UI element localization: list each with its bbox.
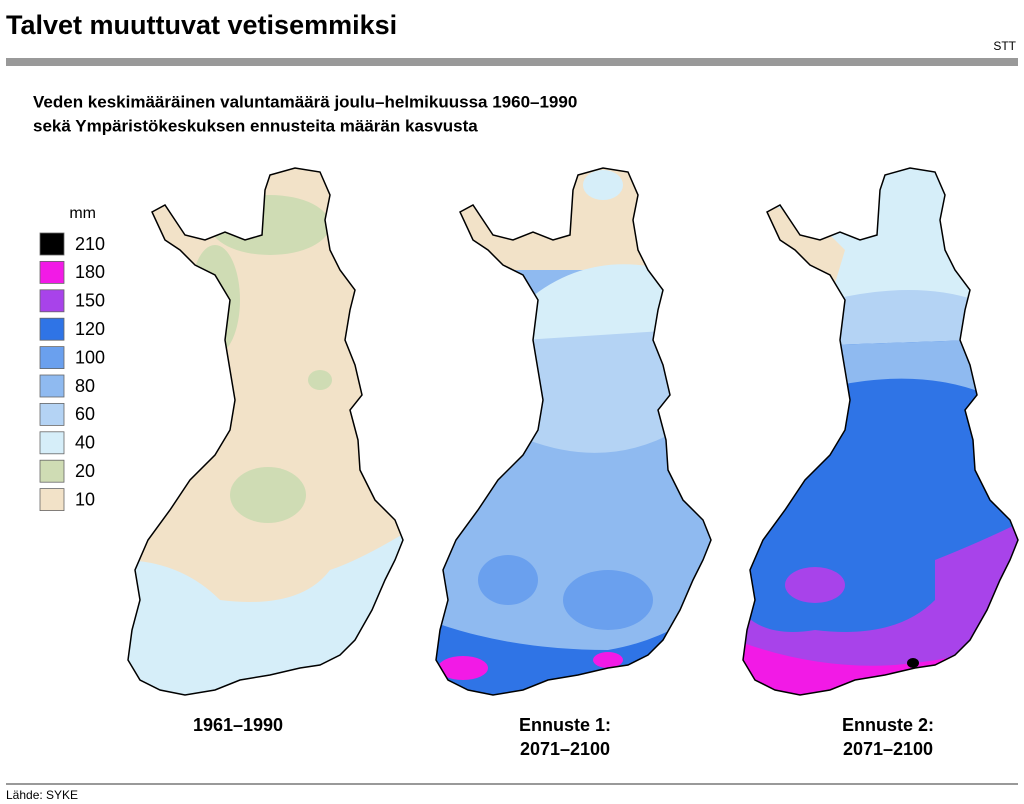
- zone: [785, 567, 845, 603]
- zone: [523, 330, 678, 453]
- legend-label: 10: [75, 489, 95, 509]
- zone: [743, 168, 1018, 300]
- legend-label: 20: [75, 461, 95, 481]
- zone: [830, 340, 975, 390]
- zone: [583, 170, 623, 200]
- map-caption: Ennuste 1:: [519, 715, 611, 735]
- agency: STT: [993, 39, 1016, 53]
- legend-swatch: [39, 346, 65, 370]
- legend-label: 40: [75, 433, 95, 453]
- zone: [563, 570, 653, 630]
- legend-swatch: [39, 402, 65, 426]
- legend-swatch: [39, 431, 65, 455]
- legend-label: 150: [75, 291, 105, 311]
- map: Ennuste 1: 2071–2100: [435, 167, 712, 759]
- legend-label: 120: [75, 319, 105, 339]
- legend-label: 180: [75, 262, 105, 282]
- legend-label: 100: [75, 347, 105, 367]
- legend-swatch: [39, 317, 65, 341]
- map: Ennuste 2: 2071–2100: [742, 167, 1019, 759]
- legend-swatch: [39, 232, 65, 256]
- legend-swatch: [39, 488, 65, 512]
- map-caption: 2071–2100: [520, 739, 610, 759]
- zone: [478, 555, 538, 605]
- zone: [308, 370, 332, 390]
- zone: [830, 290, 975, 345]
- title: Talvet muuttuvat vetisemmiksi: [6, 10, 397, 40]
- legend-label: 210: [75, 234, 105, 254]
- map-caption: 1961–1990: [193, 715, 283, 735]
- zone: [190, 245, 240, 355]
- zone: [210, 195, 330, 255]
- map-caption: 2071–2100: [843, 739, 933, 759]
- source: Lähde: SYKE: [6, 788, 78, 802]
- legend-swatch: [39, 374, 65, 398]
- subtitle: sekä Ympäristökeskuksen ennusteita määrä…: [33, 116, 478, 135]
- legend: 210 180 150 120 100 80 60 40 20 10: [39, 232, 105, 512]
- legend-swatch: [39, 289, 65, 313]
- footer-rule: [6, 783, 1018, 785]
- header-rule: [6, 58, 1018, 66]
- legend-label: 80: [75, 376, 95, 396]
- zone: [436, 168, 711, 270]
- zone: [230, 467, 306, 523]
- legend-label: 60: [75, 404, 95, 424]
- zone: [593, 652, 623, 668]
- zone: [907, 658, 919, 668]
- map: 1961–1990: [127, 167, 404, 735]
- legend-swatch: [39, 459, 65, 483]
- zone: [528, 264, 668, 340]
- subtitle: Veden keskimääräinen valuntamäärä joulu–…: [33, 92, 577, 111]
- legend-unit: mm: [69, 205, 96, 222]
- legend-swatch: [39, 260, 65, 284]
- zone: [438, 656, 488, 680]
- map-caption: Ennuste 2:: [842, 715, 934, 735]
